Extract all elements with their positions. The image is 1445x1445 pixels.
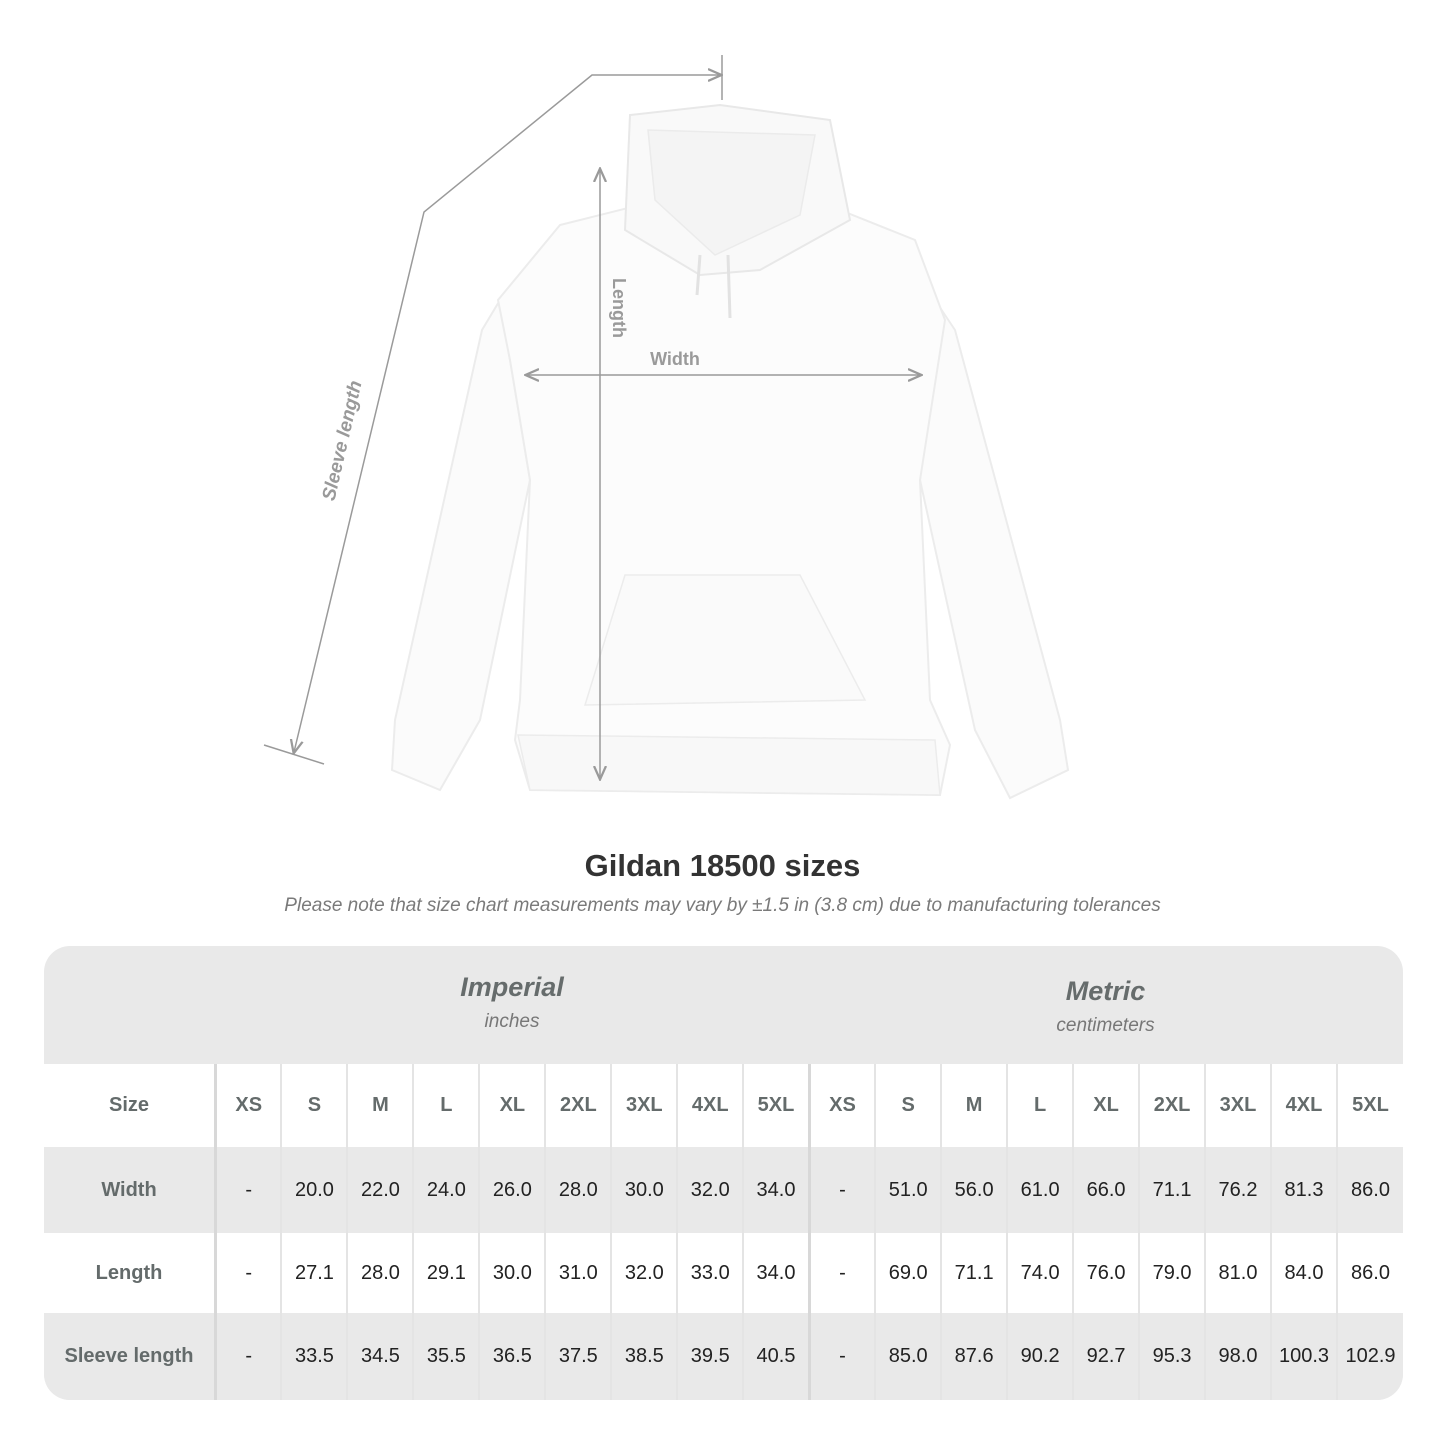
imperial-label: Imperial xyxy=(460,972,564,1002)
imperial-value-cell: 40.5 xyxy=(742,1313,810,1400)
table-row: Length -27.1 28.0 29.1 30.0 31.0 32.0 33.0 34.0-… xyxy=(44,1233,1403,1313)
imperial-size-header: L xyxy=(412,1064,480,1147)
metric-label: Metric xyxy=(1065,976,1146,1006)
width-label: Width xyxy=(650,349,700,369)
imperial-value-cell: - xyxy=(214,1233,282,1313)
length-label: Length xyxy=(609,278,629,338)
imperial-value-cell: 27.1 xyxy=(280,1233,348,1313)
metric-value-cell: 87.6 xyxy=(940,1313,1008,1400)
imperial-value-cell: 29.1 xyxy=(412,1233,480,1313)
metric-value-cell: 71.1 xyxy=(940,1233,1008,1313)
table-row: Width -20.0 22.0 24.0 26.0 28.0 30.0 32.0 34.0-5… xyxy=(44,1147,1403,1233)
imperial-value-cell: - xyxy=(214,1313,282,1400)
imperial-value-cell: 33.0 xyxy=(676,1233,744,1313)
page-title: Gildan 18500 sizes xyxy=(584,848,861,883)
imperial-size-header: 5XL xyxy=(742,1064,810,1147)
metric-value-cell: 66.0 xyxy=(1072,1147,1140,1233)
table-row: Sleeve length -33.5 34.5 35.5 36.5 37.5 38.5 39… xyxy=(44,1313,1403,1400)
size-table: Imperial inches Metric centimeters Size X… xyxy=(44,946,1403,1400)
imperial-unit: inches xyxy=(484,1011,540,1032)
imperial-value-cell: 38.5 xyxy=(610,1313,678,1400)
row-label: Width xyxy=(44,1147,216,1233)
hoodie-measurement-diagram: Sleeve length Length Width xyxy=(263,55,1070,800)
metric-value-cell: 102.9 xyxy=(1335,1313,1403,1400)
imperial-value-cell: 24.0 xyxy=(412,1147,480,1233)
imperial-value-cell: 26.0 xyxy=(478,1147,546,1233)
sleeve-length-label: Sleeve length xyxy=(319,379,367,503)
metric-value-cell: 76.0 xyxy=(1072,1233,1140,1313)
imperial-size-header: 3XL xyxy=(610,1064,678,1147)
metric-size-header: L xyxy=(1006,1064,1074,1147)
metric-header: Metric centimeters xyxy=(808,946,1403,1064)
metric-size-header: XS xyxy=(807,1064,876,1147)
row-label: Sleeve length xyxy=(44,1313,216,1400)
metric-size-header: 2XL xyxy=(1138,1064,1206,1147)
metric-value-cell: - xyxy=(807,1233,876,1313)
metric-size-header: XL xyxy=(1072,1064,1140,1147)
metric-value-cell: 86.0 xyxy=(1335,1147,1403,1233)
size-header-row: Size XS S M L XL 2XL 3XL 4XL 5XL XS S M L XL 2XL 3XL 4XL 5… xyxy=(44,1064,1403,1147)
imperial-value-cell: 32.0 xyxy=(610,1233,678,1313)
metric-value-cell: 90.2 xyxy=(1006,1313,1074,1400)
imperial-header: Imperial inches xyxy=(216,946,808,1064)
metric-value-cell: - xyxy=(807,1147,876,1233)
metric-size-header: 3XL xyxy=(1204,1064,1271,1147)
imperial-value-cell: 22.0 xyxy=(346,1147,414,1233)
metric-value-cell: 61.0 xyxy=(1006,1147,1074,1233)
imperial-size-header: 4XL xyxy=(676,1064,744,1147)
metric-value-cell: 95.3 xyxy=(1138,1313,1206,1400)
metric-size-header: 5XL xyxy=(1335,1064,1403,1147)
metric-value-cell: 81.3 xyxy=(1270,1147,1337,1233)
imperial-value-cell: 32.0 xyxy=(676,1147,744,1233)
metric-value-cell: - xyxy=(807,1313,876,1400)
imperial-size-header: 2XL xyxy=(544,1064,612,1147)
metric-size-header: S xyxy=(874,1064,942,1147)
imperial-value-cell: 39.5 xyxy=(676,1313,744,1400)
imperial-value-cell: 33.5 xyxy=(280,1313,348,1400)
imperial-value-cell: 20.0 xyxy=(280,1147,348,1233)
metric-value-cell: 98.0 xyxy=(1204,1313,1271,1400)
metric-value-cell: 100.3 xyxy=(1270,1313,1337,1400)
imperial-size-header: XL xyxy=(478,1064,546,1147)
metric-size-header: M xyxy=(940,1064,1008,1147)
metric-value-cell: 86.0 xyxy=(1335,1233,1403,1313)
size-grid: Size XS S M L XL 2XL 3XL 4XL 5XL XS S M L XL 2XL 3XL 4XL 5… xyxy=(44,1064,1403,1400)
imperial-value-cell: 34.0 xyxy=(742,1147,810,1233)
imperial-value-cell: 34.5 xyxy=(346,1313,414,1400)
metric-value-cell: 85.0 xyxy=(874,1313,942,1400)
imperial-value-cell: 30.0 xyxy=(610,1147,678,1233)
metric-value-cell: 71.1 xyxy=(1138,1147,1206,1233)
metric-size-header: 4XL xyxy=(1270,1064,1337,1147)
imperial-size-header: S xyxy=(280,1064,348,1147)
hoodie-image xyxy=(390,103,1070,800)
metric-unit: centimeters xyxy=(1056,1015,1155,1036)
imperial-value-cell: 30.0 xyxy=(478,1233,546,1313)
imperial-value-cell: 34.0 xyxy=(742,1233,810,1313)
imperial-size-header: M xyxy=(346,1064,414,1147)
sleeve-length-line xyxy=(263,55,722,765)
metric-value-cell: 56.0 xyxy=(940,1147,1008,1233)
metric-value-cell: 76.2 xyxy=(1204,1147,1271,1233)
tolerance-note: Please note that size chart measurements… xyxy=(284,895,1161,916)
metric-value-cell: 51.0 xyxy=(874,1147,942,1233)
imperial-value-cell: 36.5 xyxy=(478,1313,546,1400)
row-label: Length xyxy=(44,1233,216,1313)
metric-value-cell: 79.0 xyxy=(1138,1233,1206,1313)
imperial-value-cell: 35.5 xyxy=(412,1313,480,1400)
imperial-value-cell: 37.5 xyxy=(544,1313,612,1400)
imperial-value-cell: - xyxy=(214,1147,282,1233)
metric-value-cell: 81.0 xyxy=(1204,1233,1271,1313)
metric-value-cell: 69.0 xyxy=(874,1233,942,1313)
imperial-size-header: XS xyxy=(214,1064,282,1147)
metric-value-cell: 92.7 xyxy=(1072,1313,1140,1400)
size-label: Size xyxy=(44,1064,216,1147)
metric-value-cell: 74.0 xyxy=(1006,1233,1074,1313)
imperial-value-cell: 28.0 xyxy=(346,1233,414,1313)
metric-value-cell: 84.0 xyxy=(1270,1233,1337,1313)
imperial-value-cell: 28.0 xyxy=(544,1147,612,1233)
imperial-value-cell: 31.0 xyxy=(544,1233,612,1313)
